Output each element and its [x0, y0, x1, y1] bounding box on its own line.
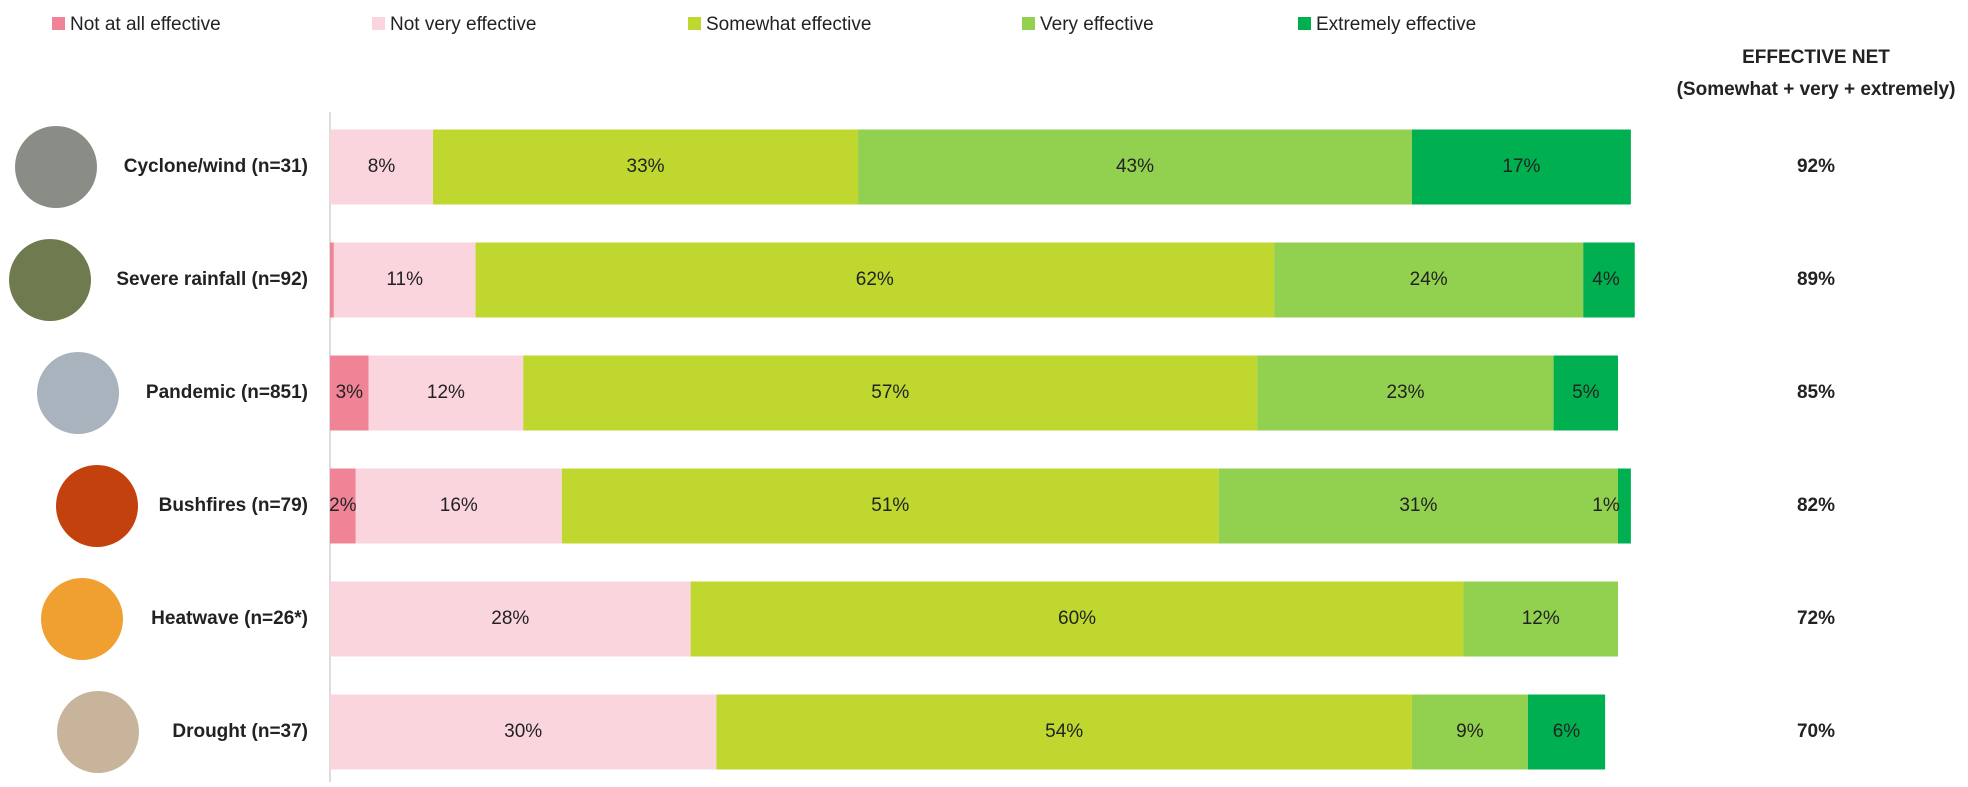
- bar-segment: [858, 129, 1412, 205]
- net-value: 92%: [1797, 156, 1835, 177]
- bar-segment: [716, 694, 1412, 770]
- legend-swatch: [52, 17, 65, 30]
- bar-segment: [561, 468, 1219, 544]
- icon: [56, 465, 138, 547]
- data-label: 43%: [1116, 156, 1154, 177]
- data-label: 11%: [386, 269, 423, 290]
- bar-segment: [475, 242, 1275, 318]
- data-label: 17%: [1502, 156, 1540, 177]
- legend-label: Very effective: [1040, 14, 1154, 35]
- bar-segment: [330, 581, 691, 657]
- category-label: Bushfires (n=79): [159, 495, 308, 516]
- bar-segment: [330, 355, 369, 431]
- data-label: 3%: [336, 382, 364, 403]
- icon: [37, 352, 119, 434]
- bar-segment: [1411, 129, 1631, 205]
- data-label: 51%: [871, 495, 909, 516]
- net-subtitle: (Somewhat + very + extremely): [1677, 79, 1956, 100]
- data-label: 31%: [1399, 495, 1437, 516]
- data-label: 9%: [1456, 721, 1484, 742]
- data-label: 57%: [871, 382, 909, 403]
- bar-segment: [1553, 355, 1618, 431]
- data-label: 33%: [627, 156, 665, 177]
- bar-segment: [1583, 242, 1635, 318]
- bar-segment: [523, 355, 1258, 431]
- data-label: 5%: [1572, 382, 1600, 403]
- category-label: Severe rainfall (n=92): [116, 269, 308, 290]
- net-value: 82%: [1797, 495, 1835, 516]
- bar-segment: [1463, 581, 1618, 657]
- data-label: 4%: [1592, 269, 1620, 290]
- bar-segment: [333, 242, 476, 318]
- bar-segment: [1618, 468, 1631, 544]
- data-label: 6%: [1553, 721, 1581, 742]
- bar-segment: [433, 129, 859, 205]
- category-label: Pandemic (n=851): [146, 382, 308, 403]
- legend-label: Extremely effective: [1316, 14, 1476, 35]
- bar-segment: [330, 694, 717, 770]
- bar-segment: [1411, 694, 1528, 770]
- category-label: Cyclone/wind (n=31): [124, 156, 308, 177]
- net-title: EFFECTIVE NET: [1742, 47, 1890, 68]
- legend-swatch: [1022, 17, 1035, 30]
- category-label: Drought (n=37): [172, 721, 308, 742]
- data-label: 16%: [440, 495, 478, 516]
- net-value: 89%: [1797, 269, 1835, 290]
- data-label: 12%: [1522, 608, 1560, 629]
- bar-segment: [1274, 242, 1584, 318]
- icon: [57, 691, 139, 773]
- bar-segment: [1218, 468, 1618, 544]
- legend-label: Somewhat effective: [706, 14, 871, 35]
- icon: [15, 126, 97, 208]
- legend-swatch: [688, 17, 701, 30]
- net-value: 70%: [1797, 721, 1835, 742]
- legend-label: Not very effective: [390, 14, 536, 35]
- legend-label: Not at all effective: [70, 14, 221, 35]
- data-label: 24%: [1410, 269, 1448, 290]
- bar-segment: [690, 581, 1464, 657]
- data-label: 54%: [1045, 721, 1083, 742]
- data-label: 8%: [368, 156, 396, 177]
- bar-segment: [1257, 355, 1554, 431]
- data-label: 30%: [504, 721, 542, 742]
- data-label: 60%: [1058, 608, 1096, 629]
- bar-segment: [330, 468, 356, 544]
- net-value: 85%: [1797, 382, 1835, 403]
- legend-swatch: [372, 17, 385, 30]
- bar-segment: [355, 468, 562, 544]
- bar-segment: [330, 242, 334, 318]
- data-label: 28%: [491, 608, 529, 629]
- legend-swatch: [1298, 17, 1311, 30]
- icon: [41, 578, 123, 660]
- bar-segment: [368, 355, 524, 431]
- bar-segment: [330, 129, 434, 205]
- data-label: 12%: [427, 382, 465, 403]
- data-label: 62%: [856, 269, 894, 290]
- icons: [9, 126, 139, 773]
- net-value: 72%: [1797, 608, 1835, 629]
- icon: [9, 239, 91, 321]
- data-label: 23%: [1386, 382, 1424, 403]
- data-label: 1%: [1592, 495, 1620, 516]
- bar-segment: [1527, 694, 1606, 770]
- category-label: Heatwave (n=26*): [151, 608, 308, 629]
- data-label: 2%: [329, 495, 357, 516]
